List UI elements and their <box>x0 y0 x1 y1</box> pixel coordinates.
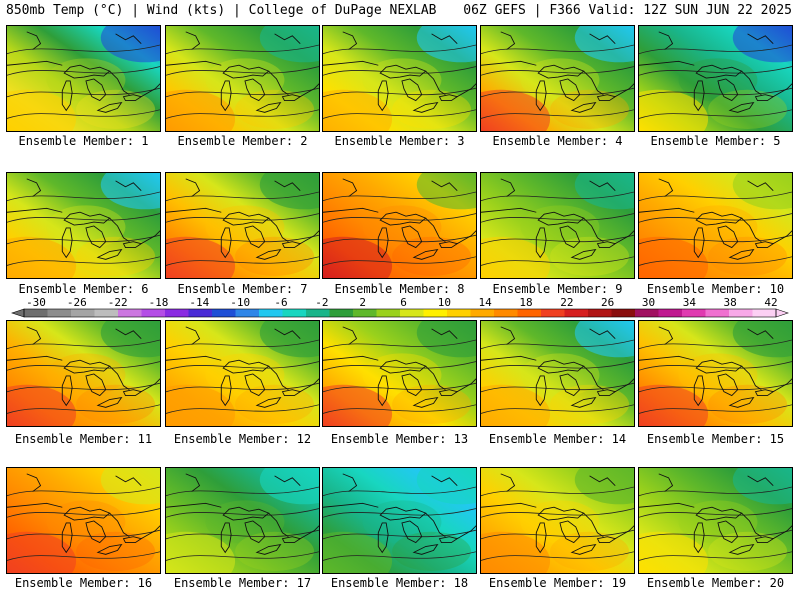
colorbar-swatch <box>141 309 166 317</box>
colorbar-swatch <box>47 309 72 317</box>
colorbar-swatch <box>329 309 354 317</box>
ensemble-member-map-9 <box>480 172 635 279</box>
ensemble-member-label-8: Ensemble Member: 8 <box>334 282 465 296</box>
colorbar-tick-label: 26 <box>601 297 614 309</box>
colorbar-swatch <box>282 309 307 317</box>
colorbar-swatch <box>118 309 142 317</box>
colorbar-swatch <box>494 309 518 317</box>
colorbar-tick-label: 22 <box>560 297 573 309</box>
ensemble-member-map-19 <box>480 467 635 574</box>
ensemble-member-map-1 <box>6 25 161 132</box>
ensemble-member-map-2 <box>165 25 320 132</box>
model-valid-time: 06Z GEFS | F366 Valid: 12Z SUN JUN 22 20… <box>463 3 792 18</box>
colorbar-swatch <box>705 309 730 317</box>
colorbar-tick-label: -10 <box>230 297 250 309</box>
colorbar-tick-label: 38 <box>724 297 737 309</box>
colorbar-low-arrow <box>11 308 25 318</box>
ensemble-member-label-16: Ensemble Member: 16 <box>14 576 153 590</box>
colorbar-swatch <box>588 309 612 317</box>
ensemble-member-map-4 <box>480 25 635 132</box>
colorbar-tick-label: -26 <box>67 297 87 309</box>
colorbar-swatch <box>564 309 589 317</box>
colorbar-swatch <box>212 309 236 317</box>
ensemble-member-label-3: Ensemble Member: 3 <box>334 134 465 148</box>
ensemble-member-map-13 <box>322 320 477 427</box>
ensemble-member-map-16 <box>6 467 161 574</box>
ensemble-member-label-1: Ensemble Member: 1 <box>18 134 149 148</box>
ensemble-member-map-3 <box>322 25 477 132</box>
colorbar-swatch <box>447 309 471 317</box>
colorbar-swatch <box>635 309 659 317</box>
colorbar-swatch <box>541 309 565 317</box>
colorbar-swatch <box>517 309 542 317</box>
ensemble-member-map-17 <box>165 467 320 574</box>
ensemble-member-map-15 <box>638 320 793 427</box>
colorbar-swatch <box>165 309 189 317</box>
colorbar-swatch <box>376 309 401 317</box>
colorbar-tick-label: 14 <box>479 297 493 309</box>
colorbar-swatch <box>611 309 636 317</box>
ensemble-member-map-7 <box>165 172 320 279</box>
colorbar-tick-label: -14 <box>189 297 209 309</box>
ensemble-member-label-20: Ensemble Member: 20 <box>646 576 785 590</box>
ensemble-member-map-14 <box>480 320 635 427</box>
colorbar-tick-label: 6 <box>400 297 407 309</box>
ensemble-member-label-7: Ensemble Member: 7 <box>177 282 308 296</box>
ensemble-member-label-17: Ensemble Member: 17 <box>173 576 312 590</box>
ensemble-member-label-5: Ensemble Member: 5 <box>650 134 781 148</box>
ensemble-member-label-12: Ensemble Member: 12 <box>173 432 312 446</box>
ensemble-member-map-5 <box>638 25 793 132</box>
colorbar-swatch <box>470 309 495 317</box>
colorbar-swatch <box>259 309 283 317</box>
colorbar-tick-label: 42 <box>764 297 777 309</box>
ensemble-member-map-18 <box>322 467 477 574</box>
colorbar-tick-label: 10 <box>438 297 451 309</box>
colorbar-swatch <box>658 309 683 317</box>
colorbar-tick-label: 30 <box>642 297 655 309</box>
ensemble-member-label-14: Ensemble Member: 14 <box>488 432 627 446</box>
colorbar-swatch <box>752 309 777 317</box>
ensemble-member-map-6 <box>6 172 161 279</box>
ensemble-member-label-19: Ensemble Member: 19 <box>488 576 627 590</box>
colorbar-swatch <box>94 309 119 317</box>
colorbar-swatch <box>423 309 448 317</box>
colorbar-tick-label: -2 <box>315 297 328 309</box>
temperature-colorbar: -30 -26 -22 -18 -14 -10 -6 -2 2 6 10 14 18 22 26 30 34 38… <box>11 297 789 318</box>
ensemble-member-map-10 <box>638 172 793 279</box>
ensemble-member-map-12 <box>165 320 320 427</box>
colorbar-tick-label: 34 <box>683 297 697 309</box>
map-title: 850mb Temp (°C) | Wind (kts) | College o… <box>6 3 437 18</box>
colorbar-swatch <box>400 309 424 317</box>
ensemble-member-label-6: Ensemble Member: 6 <box>18 282 149 296</box>
colorbar-tick-label: -18 <box>149 297 169 309</box>
colorbar-swatch <box>353 309 377 317</box>
colorbar-swatch <box>682 309 706 317</box>
colorbar-tick-label: -22 <box>108 297 128 309</box>
ensemble-member-label-15: Ensemble Member: 15 <box>646 432 785 446</box>
ensemble-member-map-11 <box>6 320 161 427</box>
colorbar-tick-label: 2 <box>359 297 366 309</box>
colorbar-tick-label: -30 <box>26 297 46 309</box>
colorbar-swatch <box>71 309 95 317</box>
ensemble-member-label-2: Ensemble Member: 2 <box>177 134 308 148</box>
colorbar-swatch <box>306 309 330 317</box>
ensemble-member-label-10: Ensemble Member: 10 <box>646 282 785 296</box>
ensemble-member-label-4: Ensemble Member: 4 <box>492 134 623 148</box>
ensemble-member-label-13: Ensemble Member: 13 <box>330 432 469 446</box>
colorbar-swatch <box>24 309 48 317</box>
ensemble-member-map-20 <box>638 467 793 574</box>
ensemble-member-label-11: Ensemble Member: 11 <box>14 432 153 446</box>
colorbar-high-arrow <box>775 308 789 318</box>
colorbar-swatch <box>729 309 753 317</box>
colorbar-tick-label: -6 <box>274 297 287 309</box>
ensemble-member-map-8 <box>322 172 477 279</box>
ensemble-member-label-9: Ensemble Member: 9 <box>492 282 623 296</box>
colorbar-swatch <box>188 309 213 317</box>
ensemble-member-label-18: Ensemble Member: 18 <box>330 576 469 590</box>
colorbar-tick-label: 18 <box>519 297 532 309</box>
colorbar-swatch <box>235 309 260 317</box>
